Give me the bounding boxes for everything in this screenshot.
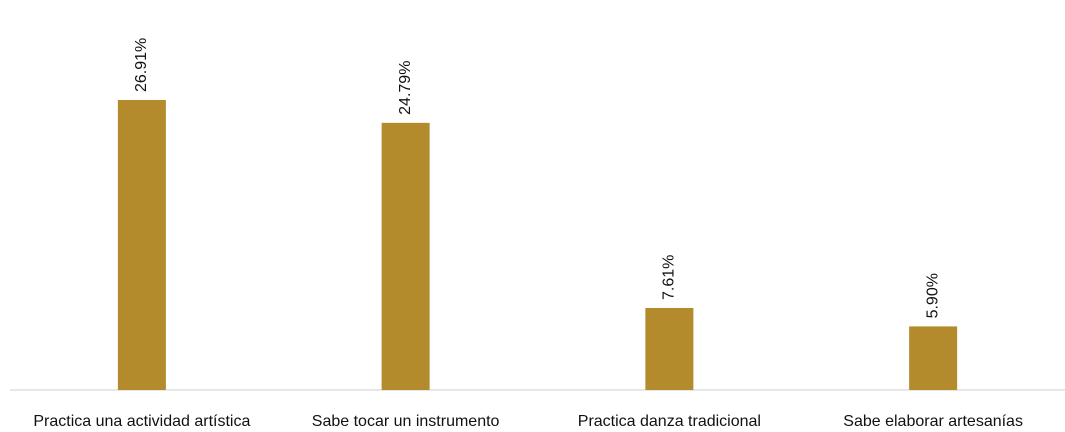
x-tick-label: Sabe elaborar artesanías [843,413,1023,430]
x-tick-label: Practica danza tradicional [578,413,761,430]
x-tick-label: Sabe tocar un instrumento [312,413,500,430]
bar [909,326,958,390]
bar [381,122,430,390]
bar [645,307,694,390]
value-label: 26.91% [133,38,150,92]
value-label: 24.79% [397,61,414,115]
value-label: 5.90% [924,273,941,318]
x-tick-label: Practica una actividad artística [33,413,250,430]
value-label: 7.61% [661,255,678,300]
bar [117,100,166,390]
